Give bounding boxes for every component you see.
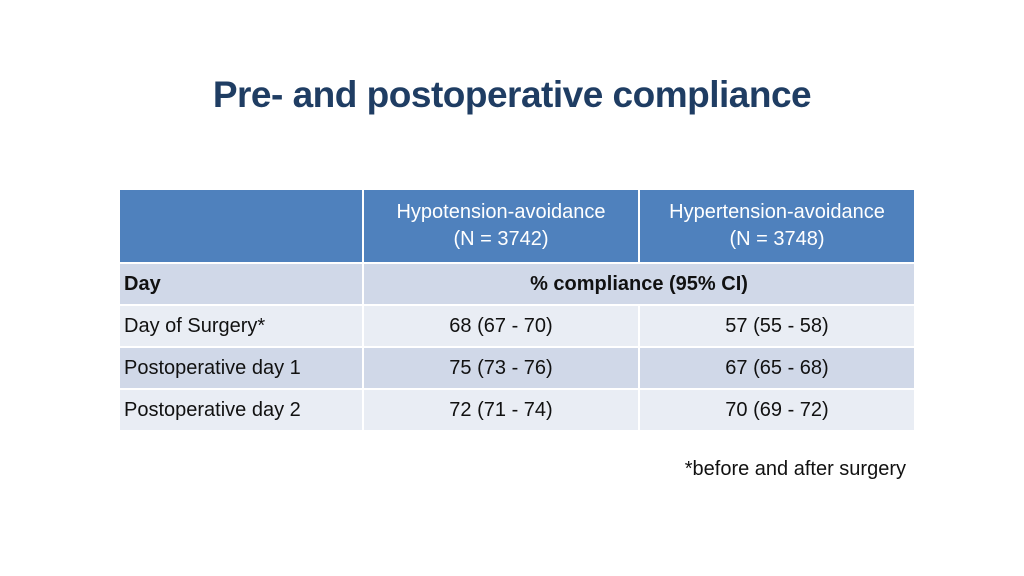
row-hypo-value: 72 (71 - 74) bbox=[362, 388, 640, 432]
header-hypertension-name: Hypertension-avoidance bbox=[669, 201, 885, 223]
row-hyper-value: 70 (69 - 72) bbox=[638, 388, 916, 432]
table-row: Day of Surgery* 68 (67 - 70) 57 (55 - 58… bbox=[118, 304, 916, 348]
table-row: Postoperative day 2 72 (71 - 74) 70 (69 … bbox=[118, 388, 916, 432]
table-header-row: Hypotension-avoidance (N = 3742) Hyperte… bbox=[118, 188, 916, 264]
row-hypo-value: 75 (73 - 76) bbox=[362, 346, 640, 390]
header-empty-cell bbox=[118, 188, 364, 264]
row-day-label: Postoperative day 1 bbox=[118, 346, 364, 390]
header-hypertension: Hypertension-avoidance (N = 3748) bbox=[638, 188, 916, 264]
row-hyper-value: 67 (65 - 68) bbox=[638, 346, 916, 390]
row-day-label: Postoperative day 2 bbox=[118, 388, 364, 432]
table-subheader-row: Day % compliance (95% CI) bbox=[118, 262, 916, 306]
footnote: *before and after surgery bbox=[684, 458, 906, 480]
slide-title: Pre- and postoperative compliance bbox=[212, 74, 812, 115]
table-row: Postoperative day 1 75 (73 - 76) 67 (65 … bbox=[118, 346, 916, 390]
header-hypotension-n: (N = 3742) bbox=[453, 228, 549, 250]
header-hypertension-n: (N = 3748) bbox=[729, 228, 825, 250]
header-hypotension-name: Hypotension-avoidance bbox=[396, 201, 606, 223]
subheader-compliance: % compliance (95% CI) bbox=[362, 262, 916, 306]
row-day-label: Day of Surgery* bbox=[118, 304, 364, 348]
header-hypotension: Hypotension-avoidance (N = 3742) bbox=[362, 188, 640, 264]
row-hyper-value: 57 (55 - 58) bbox=[638, 304, 916, 348]
compliance-table: Hypotension-avoidance (N = 3742) Hyperte… bbox=[118, 188, 916, 432]
row-header-day: Day bbox=[118, 262, 364, 306]
row-hypo-value: 68 (67 - 70) bbox=[362, 304, 640, 348]
